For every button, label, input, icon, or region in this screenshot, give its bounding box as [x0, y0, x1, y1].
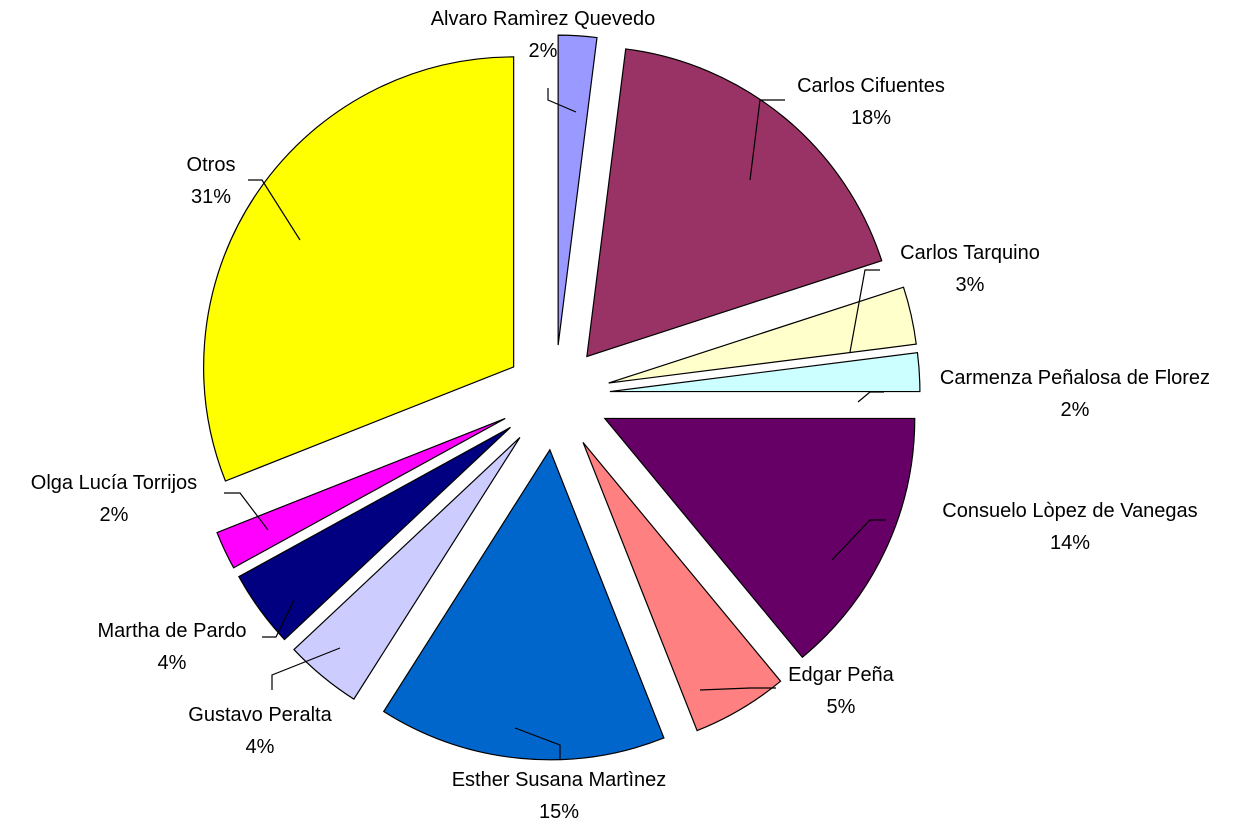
slice-percent-olga-lucia-torrijos: 2% [100, 504, 129, 526]
slice-percent-edgar-pena: 5% [827, 696, 856, 718]
slice-label-alvaro-ramirez-quevedo: Alvaro Ramìrez Quevedo [431, 8, 656, 30]
slice-label-otros: Otros [187, 154, 236, 176]
leader-line-consuelo-lopez-de-vanegas [831, 519, 886, 561]
pie-slice-gustavo-peralta [293, 436, 521, 700]
leader-lines-layer [224, 88, 886, 760]
leader-line-carlos-cifuentes [749, 99, 785, 181]
slice-percent-alvaro-ramirez-quevedo: 2% [529, 40, 558, 62]
slice-label-gustavo-peralta: Gustavo Peralta [188, 704, 332, 726]
slice-percent-martha-de-pardo: 4% [158, 652, 187, 674]
slice-label-edgar-pena: Edgar Peña [788, 664, 895, 686]
slice-percent-otros: 31% [191, 186, 231, 208]
leader-line-otros [248, 179, 301, 241]
pie-slice-olga-lucia-torrijos [216, 417, 506, 569]
pie-slice-edgar-pena [582, 441, 782, 732]
slice-percent-consuelo-lopez-de-vanegas: 14% [1050, 532, 1090, 554]
pie-slice-martha-de-pardo [238, 426, 511, 641]
leader-line-alvaro-ramirez-quevedo [547, 88, 577, 113]
labels-layer: Alvaro Ramìrez Quevedo 2% Carlos Cifuentes… [31, 8, 1210, 823]
leader-line-carmenza-penalosa-de-florez [857, 391, 884, 403]
leader-line-edgar-pena [699, 687, 776, 691]
pie-slice-carlos-tarquino [608, 286, 917, 384]
slice-label-carlos-tarquino: Carlos Tarquino [900, 242, 1040, 264]
slice-label-martha-de-pardo: Martha de Pardo [98, 620, 247, 642]
leader-line-carlos-tarquino [849, 269, 880, 353]
slice-percent-carlos-cifuentes: 18% [851, 107, 891, 129]
pie-slice-carmenza-penalosa-de-florez [609, 352, 921, 393]
pie-slice-alvaro-ramirez-quevedo [557, 34, 598, 346]
slice-label-consuelo-lopez-de-vanegas: Consuelo Lòpez de Vanegas [942, 500, 1197, 522]
slices-layer [203, 34, 921, 761]
slice-label-carmenza-penalosa-de-florez: Carmenza Peñalosa de Florez [940, 367, 1210, 389]
leader-line-gustavo-peralta [271, 647, 341, 690]
pie-slice-carlos-cifuentes [586, 48, 883, 358]
leader-line-martha-de-pardo [262, 599, 295, 638]
pie-slice-otros [203, 56, 515, 482]
slice-label-olga-lucia-torrijos: Olga Lucía Torrijos [31, 472, 197, 494]
slice-label-carlos-cifuentes: Carlos Cifuentes [797, 75, 945, 97]
slice-percent-carlos-tarquino: 3% [956, 274, 985, 296]
slice-percent-gustavo-peralta: 4% [246, 736, 275, 758]
pie-slice-consuelo-lopez-de-vanegas [603, 417, 916, 659]
pie-slice-esther-susana-martinez [382, 448, 665, 761]
slice-percent-esther-susana-martinez: 15% [539, 801, 579, 823]
slice-label-esther-susana-martinez: Esther Susana Martìnez [452, 769, 667, 791]
leader-line-esther-susana-martinez [514, 727, 561, 760]
leader-line-olga-lucia-torrijos [224, 492, 269, 531]
slice-percent-carmenza-penalosa-de-florez: 2% [1061, 399, 1090, 421]
